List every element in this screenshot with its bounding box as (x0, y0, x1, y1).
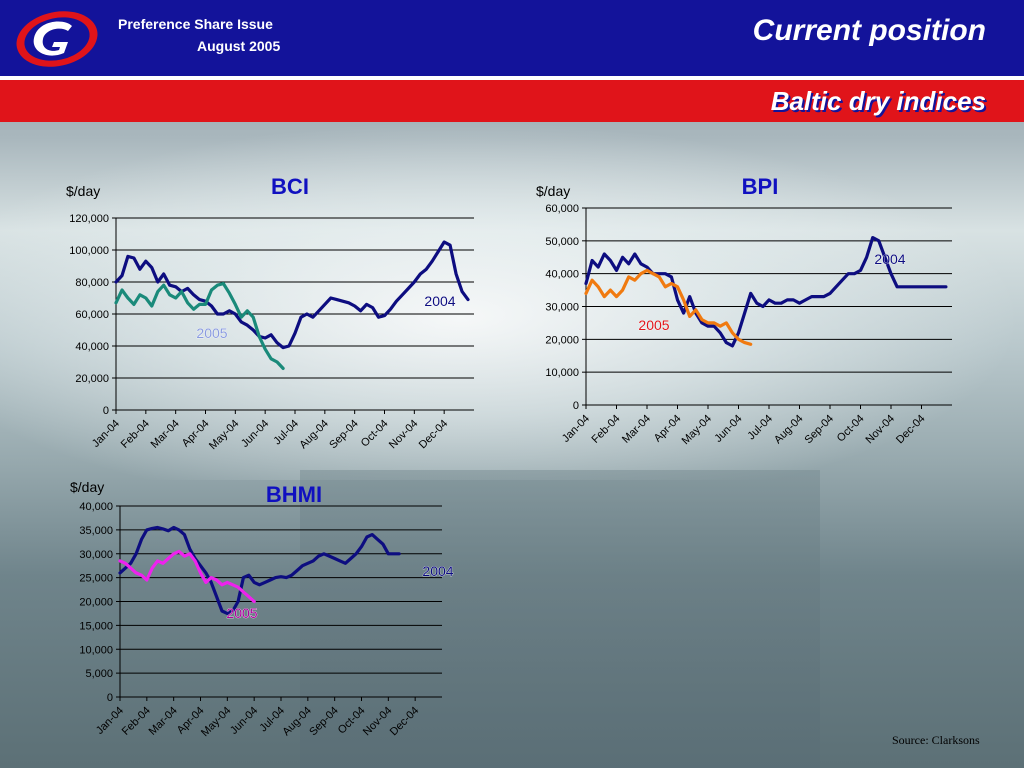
bpi-x-tick-label: Dec-04 (894, 413, 928, 447)
header-divider (0, 76, 1024, 80)
bpi-x-tick-label: Nov-04 (864, 413, 898, 447)
bhmi-x-tick-label: Mar-04 (147, 705, 180, 738)
bhmi-y-tick-label: 20,000 (79, 597, 113, 609)
bhmi-y-tick-label: 10,000 (79, 644, 113, 656)
bpi-y-unit: $/day (536, 183, 570, 199)
bci-series-2005-line (114, 282, 285, 370)
bhmi-x-tick-label: Jun-04 (228, 705, 260, 737)
page-title: Current position (752, 14, 986, 47)
bci-y-tick-label: 60,000 (75, 309, 109, 321)
bci-x-tick-label: Nov-04 (387, 418, 421, 452)
bpi-x-tick-label: Jun-04 (712, 413, 744, 445)
bhmi-series-2005-line (118, 549, 256, 604)
bci-x-tick-label: Jan-04 (90, 418, 122, 450)
bpi-x-tick-label: Apr-04 (652, 413, 684, 445)
issue-date: August 2005 (197, 38, 281, 54)
bci-y-unit: $/day (66, 183, 100, 199)
subtitle-bar (0, 80, 1024, 122)
bpi-y-tick-label: 60,000 (545, 203, 579, 215)
bpi-y-tick-label: 10,000 (545, 367, 579, 379)
bci-x-tick-label: Sep-04 (327, 418, 361, 452)
bpi-y-tick-label: 20,000 (545, 334, 579, 346)
bhmi-y-tick-label: 5,000 (85, 668, 113, 680)
bpi-series-2005-line (584, 268, 753, 346)
bpi-x-tick-label: May-04 (680, 413, 714, 447)
company-logo-icon (16, 11, 98, 67)
bpi-x-tick-label: Sep-04 (803, 413, 837, 447)
bpi-x-tick-label: Feb-04 (589, 413, 622, 446)
bhmi-x-tick-label: Aug-04 (280, 705, 314, 739)
bci-chart-title: BCI (271, 174, 309, 199)
bpi-x-tick-label: Oct-04 (835, 413, 867, 445)
bpi-y-tick-label: 30,000 (545, 302, 579, 314)
bci-x-tick-label: Jun-04 (239, 418, 271, 450)
bhmi-x-tick-label: May-04 (199, 705, 233, 739)
bpi-series-2004-line (584, 236, 948, 348)
bpi-y-tick-label: 0 (573, 400, 579, 412)
bpi-chart-title: BPI (742, 174, 779, 199)
bpi-x-tick-label: Jul-04 (745, 413, 775, 443)
bci-x-tick-label: Dec-04 (417, 418, 451, 452)
bhmi-y-tick-label: 15,000 (79, 620, 113, 632)
bci-x-tick-label: Feb-04 (119, 418, 152, 451)
bhmi-x-tick-label: Nov-04 (361, 705, 395, 739)
bci-y-tick-label: 40,000 (75, 341, 109, 353)
bci-series-2004-line (114, 240, 470, 350)
bci-y-tick-label: 80,000 (75, 277, 109, 289)
bhmi-y-tick-label: 25,000 (79, 573, 113, 585)
bpi-y-tick-label: 50,000 (545, 236, 579, 248)
bci-x-tick-label: Oct-04 (359, 418, 391, 450)
bpi-x-tick-label: Aug-04 (772, 413, 806, 447)
bhmi-x-tick-label: Dec-04 (388, 705, 422, 739)
bci-series-2005-label: 2005 (196, 325, 227, 341)
bhmi-x-tick-label: Sep-04 (307, 705, 341, 739)
bhmi-y-tick-label: 40,000 (79, 501, 113, 513)
bhmi-y-tick-label: 0 (107, 692, 113, 704)
bpi-x-tick-label: Mar-04 (620, 413, 653, 446)
page-subtitle: Baltic dry indices (770, 86, 986, 116)
bci-y-tick-label: 0 (103, 405, 109, 417)
background-sea-spray (0, 120, 1024, 480)
bci-x-tick-label: Aug-04 (297, 418, 331, 452)
bci-y-tick-label: 20,000 (75, 373, 109, 385)
bhmi-series-2005-label: 2005 (226, 605, 257, 621)
bci-x-tick-label: May-04 (207, 418, 241, 452)
bci-series-2004-label: 2004 (424, 293, 455, 309)
source-note: Source: Clarksons (892, 733, 980, 747)
bpi-y-tick-label: 40,000 (545, 269, 579, 281)
bci-y-tick-label: 100,000 (69, 245, 109, 257)
background-ship-deck (300, 470, 820, 768)
bci-x-tick-label: Mar-04 (149, 418, 182, 451)
bhmi-y-unit: $/day (70, 479, 104, 495)
bci-y-tick-label: 120,000 (69, 213, 109, 225)
bpi-series-2005-label: 2005 (638, 317, 669, 333)
bhmi-y-tick-label: 30,000 (79, 549, 113, 561)
bhmi-series-2004-label: 2004 (422, 563, 453, 579)
bhmi-y-tick-label: 35,000 (79, 525, 113, 537)
bhmi-series-2004-line (118, 525, 401, 616)
issue-title: Preference Share Issue (118, 16, 273, 32)
bpi-series-2004-label: 2004 (874, 251, 905, 267)
bhmi-x-tick-label: Feb-04 (120, 705, 153, 738)
bpi-x-tick-label: Jan-04 (560, 413, 592, 445)
header-bar (0, 0, 1024, 76)
bhmi-chart-title: BHMI (266, 482, 322, 507)
